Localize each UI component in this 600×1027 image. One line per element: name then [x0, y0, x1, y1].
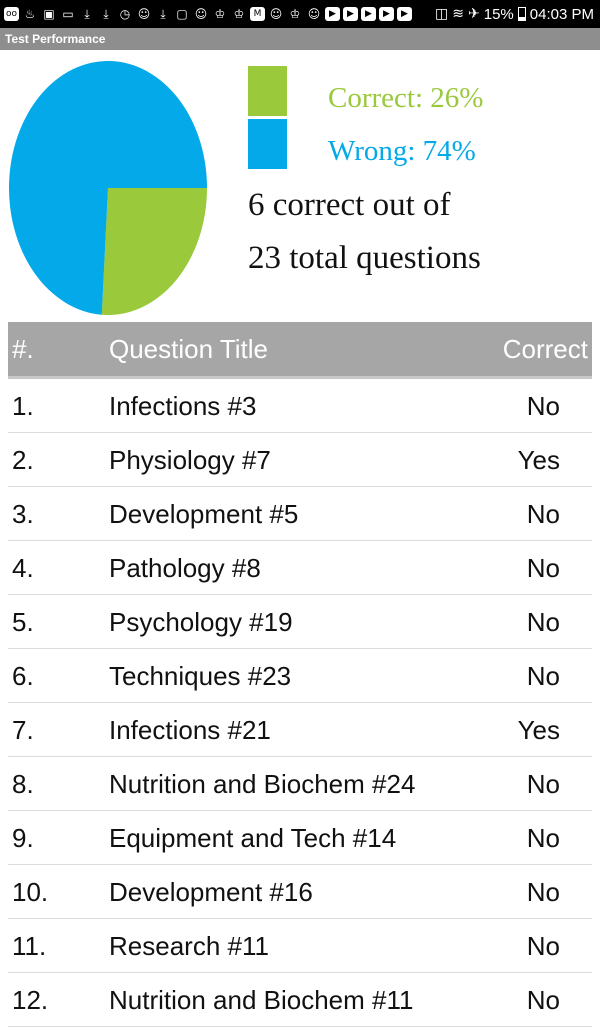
pie-slice-correct — [101, 188, 207, 315]
clock-icon: ◷ — [119, 7, 131, 21]
battery-icon — [517, 7, 526, 21]
row-number: 11. — [12, 931, 47, 961]
row-correct-status: No — [526, 823, 560, 853]
table-row[interactable]: 8. Nutrition and Biochem #24 No — [8, 757, 592, 811]
results-table: 1. Infections #3 No 2. Physiology #7 Yes 3. Dev… — [8, 379, 592, 1027]
row-correct-status: No — [526, 931, 560, 961]
legend-wrong-swatch — [248, 119, 287, 169]
table-header: #. Question Title Correct — [8, 322, 592, 379]
youtube-icon: ▶ — [397, 7, 412, 21]
row-correct-status: No — [526, 607, 560, 637]
clock-time: 04:03 PM — [529, 5, 594, 23]
legend-correct-label: Correct: 26% — [328, 82, 484, 114]
row-number: 10. — [12, 877, 49, 907]
row-question-title: Techniques #23 — [109, 661, 292, 691]
row-question-title: Research #11 — [109, 931, 269, 961]
face-icon: ☺ — [194, 7, 208, 21]
row-correct-status: No — [526, 553, 560, 583]
face-icon: ☺ — [307, 7, 321, 21]
row-question-title: Physiology #7 — [109, 445, 271, 475]
voicemail-icon: oo — [4, 7, 19, 21]
table-row[interactable]: 10. Development #16 No — [8, 865, 592, 919]
row-number: 8. — [12, 769, 34, 799]
notification-icons: oo ♨ ▣ ▭ ⤓ ⤓ ◷ ☺ ⤓ ▢ ☺ ♔ ♔ M ☺ ♔ ☺ ▶ ▶ ▶… — [4, 5, 412, 23]
row-question-title: Infections #21 — [109, 715, 271, 745]
row-number: 5. — [12, 607, 34, 637]
youtube-icon: ▶ — [343, 7, 358, 21]
legend-wrong-label: Wrong: 74% — [328, 135, 476, 167]
row-number: 2. — [12, 445, 34, 475]
airplane-icon: ✈ — [468, 6, 480, 22]
legend-correct-swatch — [248, 66, 287, 116]
table-row[interactable]: 6. Techniques #23 No — [8, 649, 592, 703]
table-row[interactable]: 11. Research #11 No — [8, 919, 592, 973]
youtube-icon: ▶ — [379, 7, 394, 21]
row-number: 7. — [12, 715, 34, 745]
row-number: 1. — [12, 391, 34, 421]
row-correct-status: Yes — [517, 445, 560, 475]
row-question-title: Infections #3 — [109, 391, 257, 421]
wifi-icon: ≋ — [452, 6, 465, 22]
row-correct-status: No — [526, 391, 560, 421]
status-bar: oo ♨ ▣ ▭ ⤓ ⤓ ◷ ☺ ⤓ ▢ ☺ ♔ ♔ M ☺ ♔ ☺ ▶ ▶ ▶… — [0, 0, 600, 28]
row-correct-status: No — [526, 985, 560, 1015]
header-question-title: Question Title — [109, 334, 268, 364]
row-question-title: Nutrition and Biochem #24 — [109, 769, 416, 799]
app-icon: ▣ — [43, 7, 55, 21]
row-question-title: Psychology #19 — [109, 607, 293, 637]
face-icon: ☺ — [269, 7, 283, 21]
download-icon: ⤓ — [103, 7, 109, 21]
row-correct-status: No — [526, 661, 560, 691]
face-icon: ☺ — [137, 7, 151, 21]
fire-icon: ♨ — [24, 7, 36, 21]
table-row[interactable]: 7. Infections #21 Yes — [8, 703, 592, 757]
image-icon: ▭ — [62, 7, 74, 21]
table-row[interactable]: 2. Physiology #7 Yes — [8, 433, 592, 487]
row-question-title: Development #5 — [109, 499, 299, 529]
row-question-title: Development #16 — [109, 877, 313, 907]
row-correct-status: No — [526, 877, 560, 907]
row-correct-status: No — [526, 769, 560, 799]
robot-icon: ♔ — [233, 7, 245, 21]
table-row[interactable]: 9. Equipment and Tech #14 No — [8, 811, 592, 865]
table-row[interactable]: 5. Psychology #19 No — [8, 595, 592, 649]
status-right: ◫ ≋ ✈ 15% 04:03 PM — [435, 3, 594, 25]
row-question-title: Nutrition and Biochem #11 — [109, 985, 414, 1015]
bag-icon: ▢ — [176, 7, 188, 21]
row-correct-status: No — [526, 499, 560, 529]
row-number: 4. — [12, 553, 34, 583]
row-question-title: Pathology #8 — [109, 553, 261, 583]
pie-slice-wrong — [9, 60, 208, 315]
download-icon: ⤓ — [84, 7, 90, 21]
row-number: 9. — [12, 823, 34, 853]
nfc-icon: ◫ — [435, 6, 449, 22]
robot-icon: ♔ — [214, 7, 226, 21]
row-number: 6. — [12, 661, 34, 691]
battery-percent: 15% — [483, 5, 514, 23]
youtube-icon: ▶ — [325, 7, 340, 21]
summary-line-1: 6 correct out of — [248, 187, 451, 223]
table-row[interactable]: 12. Nutrition and Biochem #11 No — [8, 973, 592, 1027]
performance-pie-chart — [9, 60, 208, 315]
header-correct: Correct — [502, 334, 588, 364]
table-row[interactable]: 4. Pathology #8 No — [8, 541, 592, 595]
table-row[interactable]: 3. Development #5 No — [8, 487, 592, 541]
app-title: Test Performance — [5, 32, 106, 46]
row-number: 3. — [12, 499, 34, 529]
header-number: #. — [12, 334, 34, 364]
gmail-icon: M — [250, 7, 265, 21]
youtube-icon: ▶ — [361, 7, 376, 21]
robot-icon: ♔ — [289, 7, 301, 21]
row-question-title: Equipment and Tech #14 — [109, 823, 397, 853]
table-row[interactable]: 1. Infections #3 No — [8, 379, 592, 433]
download-icon: ⤓ — [160, 7, 166, 21]
app-title-bar: Test Performance — [0, 28, 600, 50]
row-number: 12. — [12, 985, 49, 1015]
row-correct-status: Yes — [517, 715, 560, 745]
summary-line-2: 23 total questions — [248, 240, 481, 276]
